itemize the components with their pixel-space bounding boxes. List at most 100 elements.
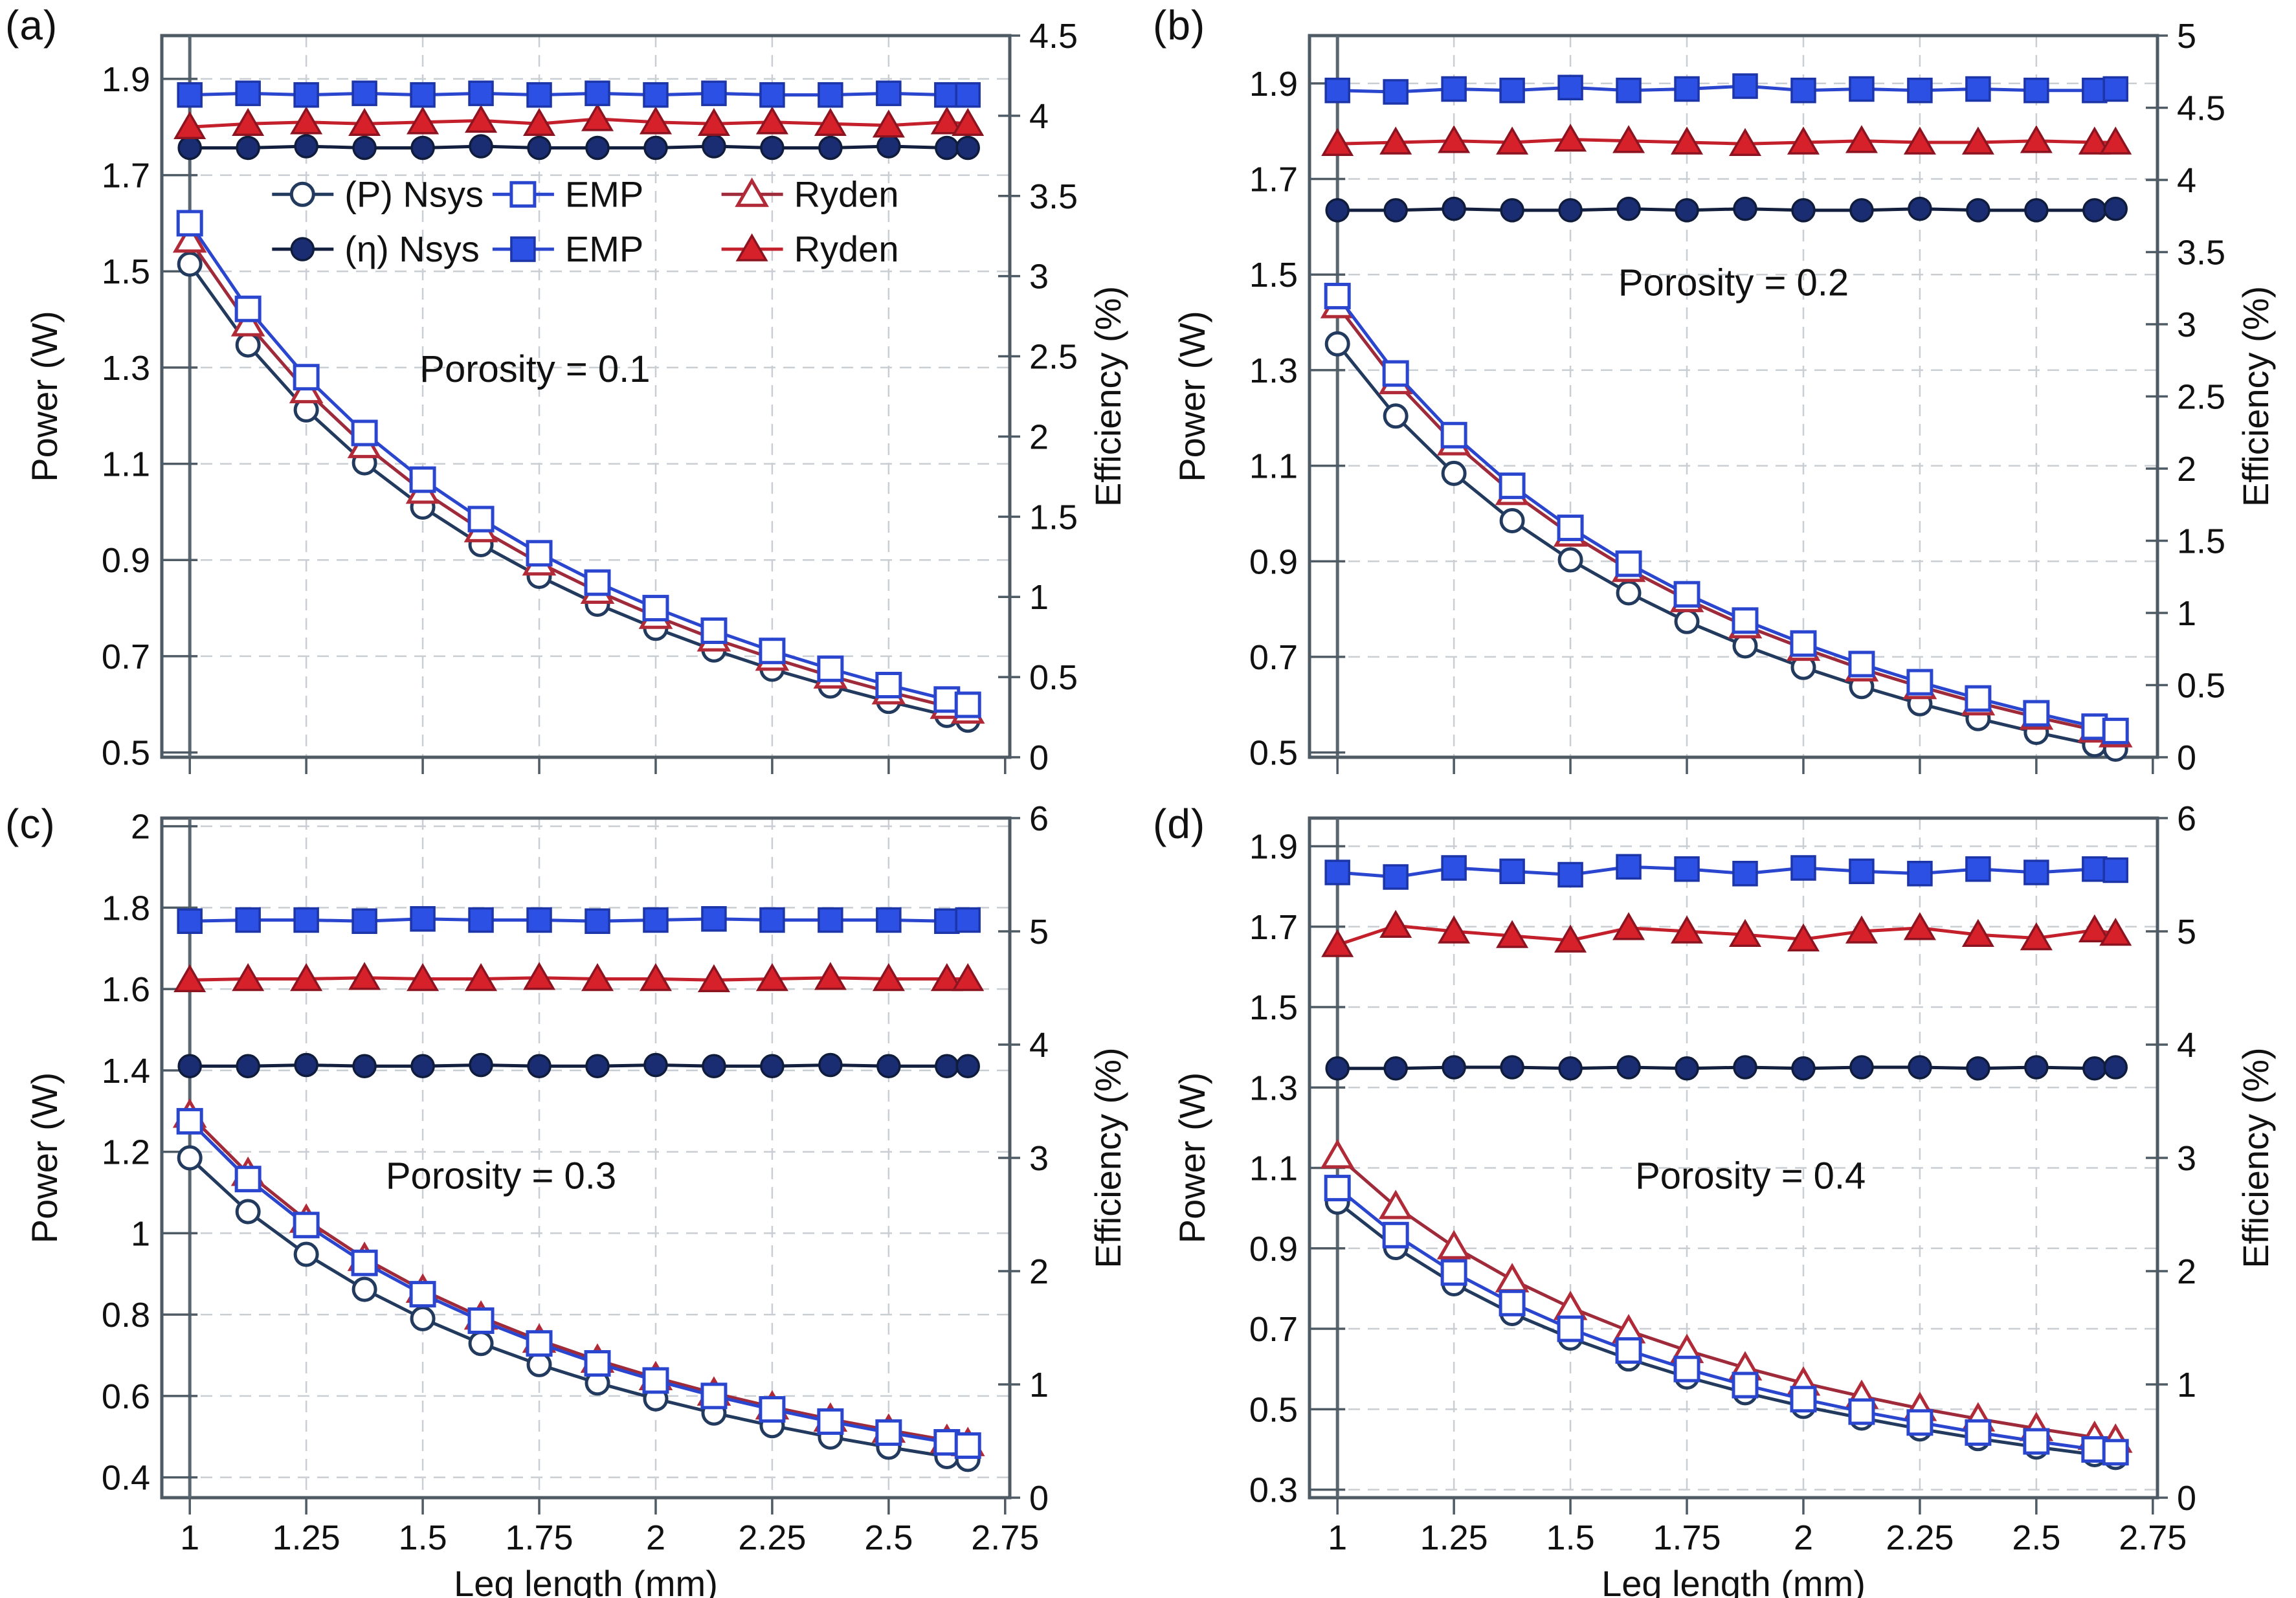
left-tick-label: 0.6 xyxy=(102,1377,150,1416)
data-point-square xyxy=(526,1330,553,1357)
right-tick-label: 2.5 xyxy=(2177,378,2225,417)
data-point-square xyxy=(700,617,728,645)
data-point-circle xyxy=(294,1052,318,1078)
panel-a: (a) 1.9 1.7 1.5 1.3 1.1 0.9 0.7 0.5 4.5 4 3.5 3 2.5 2… xyxy=(0,0,1148,799)
data-point-triangle xyxy=(465,963,498,992)
data-point-triangle xyxy=(290,963,323,992)
data-point-square xyxy=(2023,700,2050,727)
panel-label-b: (b) xyxy=(1153,2,1206,49)
data-point-triangle xyxy=(755,106,788,135)
data-point-circle xyxy=(410,1054,435,1078)
data-point-square xyxy=(2102,717,2129,744)
data-point-triangle xyxy=(1496,126,1529,155)
data-point-square xyxy=(1732,861,1758,887)
right-tick-label: 2 xyxy=(1029,1252,1049,1291)
series-ryden-efficiency xyxy=(173,962,985,992)
data-point-circle xyxy=(1966,1056,1990,1081)
data-point-square xyxy=(2023,77,2049,104)
data-point-triangle xyxy=(173,111,206,139)
legend-label: Ryden xyxy=(794,173,899,214)
data-point-square xyxy=(467,1307,495,1334)
data-point-circle xyxy=(876,134,901,159)
x-tick-label: 1.5 xyxy=(1546,1518,1595,1557)
left-axis-labels: 1.9 1.7 1.5 1.3 1.1 0.9 0.7 0.5 xyxy=(102,60,150,773)
data-point-circle xyxy=(1849,1055,1874,1080)
right-tick-label: 1.5 xyxy=(2177,522,2225,561)
data-point-square xyxy=(177,908,203,934)
tick-marks xyxy=(1310,817,2168,1515)
right-tick-label: 3 xyxy=(1029,1139,1049,1178)
data-point-triangle xyxy=(2099,126,2132,155)
data-point-square xyxy=(817,655,844,682)
data-point-square xyxy=(1324,77,1350,104)
data-point-square xyxy=(875,672,902,698)
data-point-circle xyxy=(1558,198,1583,223)
data-point-square xyxy=(1965,856,1991,882)
data-point-triangle xyxy=(814,107,847,137)
left-tick-label: 1.7 xyxy=(102,157,150,195)
data-point-circle xyxy=(1558,1056,1583,1081)
data-point-circle xyxy=(293,1241,319,1267)
data-point-square xyxy=(817,1408,844,1435)
left-tick-label: 1.5 xyxy=(102,252,150,291)
left-axis-title: Power (W) xyxy=(1172,1072,1212,1243)
data-point-square xyxy=(1441,76,1467,102)
data-point-triangle xyxy=(1321,929,1354,957)
data-point-circle xyxy=(955,1054,980,1078)
left-tick-label: 1.6 xyxy=(102,970,150,1009)
data-point-square xyxy=(468,907,494,933)
data-point-triangle xyxy=(952,107,985,137)
data-point-square xyxy=(468,80,494,106)
x-tick-label: 1 xyxy=(1328,1518,1347,1557)
data-point-circle xyxy=(236,1054,260,1078)
data-point-circle xyxy=(876,1054,901,1078)
left-tick-label: 0.8 xyxy=(102,1296,150,1335)
data-point-square xyxy=(1674,76,1700,102)
data-point-circle xyxy=(1500,198,1524,223)
data-point-circle xyxy=(760,1054,785,1078)
porosity-annotation: Porosity = 0.1 xyxy=(419,348,650,390)
data-point-square xyxy=(1557,861,1583,888)
data-point-square xyxy=(2102,857,2128,883)
data-point-square xyxy=(818,907,843,933)
data-point-square xyxy=(1732,607,1759,634)
data-point-square xyxy=(293,82,319,108)
data-point-triangle xyxy=(172,223,207,253)
data-point-circle xyxy=(702,1054,726,1078)
right-tick-label: 2.5 xyxy=(1029,338,1078,377)
data-point-circle xyxy=(410,135,435,161)
right-tick-label: 1 xyxy=(2177,1366,2196,1404)
data-point-square xyxy=(955,907,981,933)
data-point-square xyxy=(1499,472,1526,500)
right-tick-label: 4 xyxy=(2177,1026,2196,1065)
data-point-triangle xyxy=(1378,1190,1413,1219)
data-point-square xyxy=(876,80,902,106)
data-point-square xyxy=(585,80,610,106)
series-pnsys-power xyxy=(177,251,981,733)
data-point-triangle xyxy=(1496,920,1529,948)
data-point-triangle xyxy=(952,963,985,992)
data-point-square xyxy=(177,82,203,108)
data-point-square xyxy=(643,907,669,933)
data-point-circle xyxy=(1675,1056,1699,1081)
x-tick-label: 1 xyxy=(180,1518,199,1557)
data-point-square xyxy=(1906,669,1934,696)
left-tick-label: 1.1 xyxy=(102,445,150,484)
data-point-square xyxy=(759,638,786,665)
data-point-square xyxy=(2023,860,2049,885)
right-tick-label: 0 xyxy=(1029,738,1049,777)
porosity-annotation: Porosity = 0.2 xyxy=(1618,261,1849,304)
data-point-square xyxy=(526,540,553,567)
data-point-circle xyxy=(760,135,785,161)
data-point-square xyxy=(585,908,610,934)
data-point-square xyxy=(1906,1409,1934,1436)
data-point-triangle xyxy=(872,109,905,138)
x-tick-label: 1.25 xyxy=(1420,1518,1488,1557)
data-point-circle xyxy=(935,1054,959,1078)
panel-label-d: (d) xyxy=(1153,801,1206,847)
data-point-triangle xyxy=(407,963,440,992)
legend-label: Ryden xyxy=(794,228,899,269)
left-tick-label: 0.4 xyxy=(102,1459,150,1498)
data-point-circle xyxy=(469,134,493,159)
data-point-triangle xyxy=(1670,126,1704,155)
